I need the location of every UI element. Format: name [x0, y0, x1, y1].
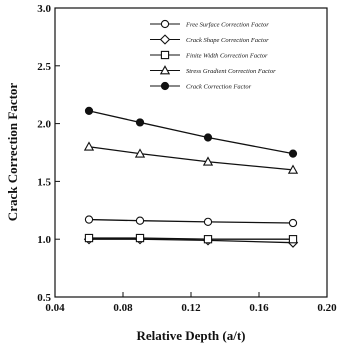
series-3	[84, 233, 298, 244]
series-layer	[83, 106, 299, 248]
axis-ticks: 0.04 0.08 0.12 0.16 0.20 0.5 1.0 1.5 2.0 2.5 3.0	[37, 3, 337, 314]
legend-label: Free Surface Correction Factor	[185, 22, 269, 29]
series-1-point	[135, 216, 145, 225]
series-4	[83, 141, 299, 174]
series-1	[84, 215, 298, 228]
x-tick-label: 0.20	[317, 302, 337, 314]
y-axis-title: Crack Correction Factor	[5, 83, 20, 222]
series-3-line	[89, 237, 293, 240]
legend-item: Free Surface Correction Factor	[150, 19, 269, 29]
legend-label: Crack Shape Correction Factor	[186, 37, 269, 44]
series-3-point	[203, 235, 213, 244]
legend-item: Crack Shape Correction Factor	[150, 34, 269, 45]
legend-label: Crack Correction Factor	[186, 84, 252, 91]
y-tick-label: 3.0	[37, 3, 51, 15]
series-4-line	[88, 146, 294, 171]
legend-marker	[160, 81, 170, 91]
y-tick-label: 0.5	[37, 292, 51, 304]
series-4-point	[134, 148, 146, 158]
x-tick-label: 0.08	[113, 302, 133, 314]
legend-marker	[159, 65, 171, 75]
y-tick-label: 2.0	[37, 119, 51, 131]
y-tick-label: 1.0	[37, 234, 51, 246]
series-5	[84, 106, 298, 158]
x-axis-title: Relative Depth (a/t)	[136, 328, 245, 343]
legend-item: Crack Correction Factor	[150, 81, 252, 91]
series-3-point	[288, 235, 298, 244]
series-1-point	[203, 217, 213, 227]
series-5-point	[288, 149, 298, 158]
series-5-point	[135, 118, 145, 127]
series-5-line	[88, 110, 294, 155]
series-1-point	[84, 215, 94, 224]
series-5-point	[203, 133, 213, 142]
series-3-point	[84, 233, 94, 243]
series-4-point	[83, 141, 95, 151]
x-tick-label: 0.12	[181, 302, 201, 314]
series-2	[83, 234, 299, 248]
legend: Free Surface Correction Factor Crack Shap…	[150, 19, 276, 91]
y-tick-label: 2.5	[37, 61, 51, 73]
legend-item: Stress Gradient Correction Factor	[150, 65, 276, 75]
legend-item: Finite Width Correction Factor	[150, 50, 268, 60]
legend-marker	[160, 50, 170, 60]
series-4-point	[202, 156, 214, 166]
legend-marker	[160, 19, 170, 29]
x-tick-label: 0.16	[249, 302, 269, 314]
series-1-point	[288, 218, 298, 228]
legend-label: Stress Gradient Correction Factor	[186, 68, 276, 75]
series-4-point	[287, 164, 299, 174]
legend-marker	[159, 34, 171, 45]
series-1-line	[88, 218, 294, 224]
series-5-point	[84, 106, 94, 115]
series-3-point	[135, 233, 145, 243]
series-2-line	[89, 238, 294, 244]
x-tick-label: 0.04	[45, 302, 65, 314]
legend-label: Finite Width Correction Factor	[185, 53, 268, 60]
y-tick-label: 1.5	[37, 176, 51, 188]
